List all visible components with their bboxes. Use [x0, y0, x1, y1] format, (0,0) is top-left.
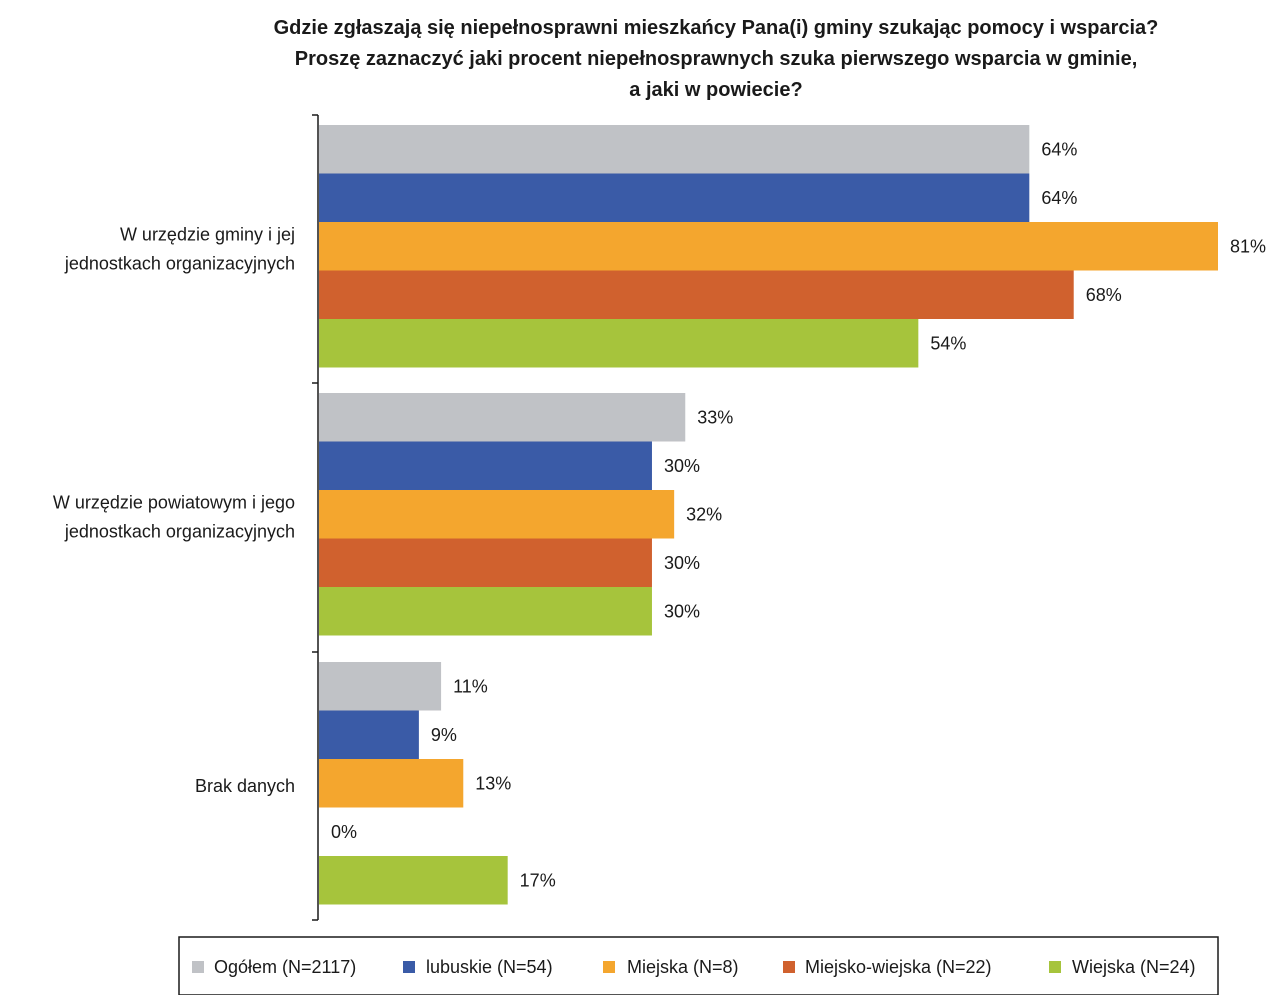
category-label: jednostkach organizacyjnych: [64, 522, 295, 542]
bar-value-label: 64%: [1041, 139, 1077, 159]
legend-label: Miejsko-wiejska (N=22): [805, 957, 992, 977]
y-axis: [312, 114, 319, 921]
bar-value-label: 81%: [1230, 236, 1266, 256]
bar: [319, 662, 442, 711]
bar-value-label: 32%: [686, 504, 722, 524]
chart-title-line: Proszę zaznaczyć jaki procent niepełnosp…: [295, 48, 1138, 70]
bar-value-label: 33%: [697, 407, 733, 427]
legend-swatch: [603, 961, 615, 973]
bar-value-label: 64%: [1041, 188, 1077, 208]
bar-value-label: 11%: [453, 676, 488, 696]
bar: [319, 759, 464, 808]
bar: [319, 222, 1218, 271]
bar: [319, 490, 675, 539]
bar-value-label: 9%: [431, 725, 457, 745]
value-labels: 64% 64% 81% 68% 54% 33% 30% 32% 30% 30% 11% 9% 13% 0%…: [331, 139, 1266, 890]
bar: [319, 270, 1074, 319]
category-label: W urzędzie gminy i jej: [120, 225, 295, 245]
legend-label: lubuskie (N=54): [426, 957, 553, 977]
legend-box: [178, 936, 1219, 995]
legend-swatch: [1049, 961, 1061, 973]
bar: [319, 587, 652, 636]
bar-value-label: 30%: [664, 601, 700, 621]
bar: [319, 856, 508, 905]
category-label: W urzędzie powiatowym i jego: [53, 493, 295, 513]
chart-title-line: Gdzie zgłaszają się niepełnosprawni mies…: [274, 17, 1159, 39]
bar-value-label: 0%: [331, 822, 357, 842]
bar: [319, 710, 419, 759]
legend-swatch: [403, 961, 415, 973]
legend-swatch: [192, 961, 204, 973]
legend-swatch: [783, 961, 795, 973]
bar: [319, 173, 1030, 222]
bar-value-label: 30%: [664, 456, 700, 476]
bar: [319, 441, 652, 490]
category-labels: W urzędzie gminy i jej jednostkach organi…: [53, 225, 295, 797]
bar: [319, 125, 1030, 174]
category-label: Brak danych: [195, 776, 295, 796]
bar: [319, 393, 686, 442]
bars: [319, 125, 1218, 905]
bar-value-label: 30%: [664, 553, 700, 573]
legend-label: Wiejska (N=24): [1072, 957, 1196, 977]
bar: [319, 538, 652, 587]
legend-label: Ogółem (N=2117): [214, 957, 356, 977]
category-label: jednostkach organizacyjnych: [64, 254, 295, 274]
legend-label: Miejska (N=8): [627, 957, 739, 977]
chart-title-line: a jaki w powiecie?: [629, 79, 802, 101]
bar-value-label: 68%: [1086, 285, 1122, 305]
chart-title: Gdzie zgłaszają się niepełnosprawni mies…: [274, 17, 1159, 101]
bar-value-label: 13%: [475, 773, 511, 793]
bar-value-label: 54%: [930, 333, 966, 353]
bar-value-label: 17%: [520, 870, 556, 890]
bar: [319, 319, 919, 368]
legend: Ogółem (N=2117) lubuskie (N=54) Miejska (N…: [178, 936, 1219, 995]
